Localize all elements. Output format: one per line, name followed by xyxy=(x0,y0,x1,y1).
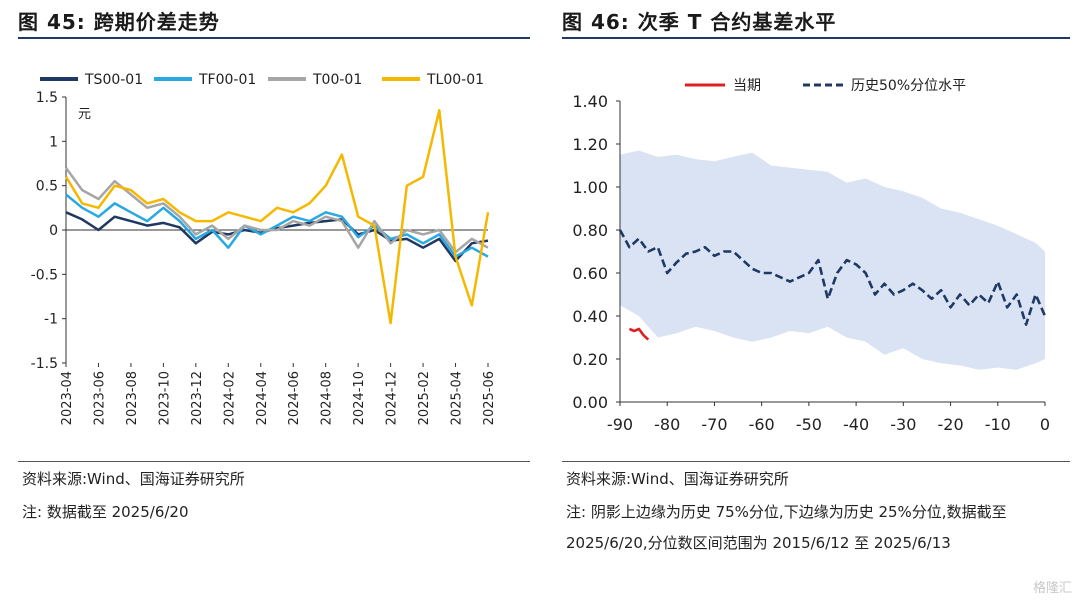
right-title-rule xyxy=(562,37,1070,39)
y-tick-label: -1 xyxy=(44,312,58,328)
right-source: 资料来源:Wind、国海证券研究所 xyxy=(566,470,789,488)
x-tick-label: -50 xyxy=(796,415,822,434)
x-tick-label: 2023-10 xyxy=(157,371,172,425)
y-tick-label: -1.5 xyxy=(31,356,58,372)
legend-label-历史50%分位水平: 历史50%分位水平 xyxy=(851,78,966,94)
x-tick-label: -10 xyxy=(985,415,1011,434)
left-source: 资料来源:Wind、国海证券研究所 xyxy=(22,470,245,488)
series-line-TS00-01 xyxy=(65,211,489,263)
right-figure-title: 图 46: 次季 T 合约基差水平 xyxy=(562,10,837,34)
right-note: 注: 阴影上边缘为历史 75%分位,下边缘为历史 25%分位,数据截至 2025… xyxy=(566,503,1007,552)
series-line-历史50%分位水平 xyxy=(618,229,1047,326)
series-line-T00-01 xyxy=(64,167,489,254)
y-tick-label: 0 xyxy=(49,223,58,239)
legend-label-TS00-01: TS00-01 xyxy=(84,72,143,88)
x-tick-label: 2023-08 xyxy=(125,371,140,425)
x-tick-label: -80 xyxy=(654,415,680,434)
x-tick-label: 2023-12 xyxy=(190,371,205,425)
y-tick-label: 0.00 xyxy=(572,393,608,412)
x-tick-label: 2024-12 xyxy=(385,371,400,425)
y-tick-label: -0.5 xyxy=(31,267,58,283)
y-tick-label: 0.40 xyxy=(572,307,608,326)
series-line-TL00-01 xyxy=(64,109,490,325)
legend-label-TF00-01: TF00-01 xyxy=(198,72,256,88)
x-tick-label: -30 xyxy=(890,415,916,434)
x-tick-label: 0 xyxy=(1040,415,1050,434)
y-tick-label: 1.5 xyxy=(36,90,58,106)
x-tick-label: 2025-02 xyxy=(417,371,432,425)
x-tick-label: -70 xyxy=(701,415,727,434)
y-tick-label: 1 xyxy=(49,134,58,150)
right-chart: 当期 历史50%分位水平 1.40 1.20 1.00 0.80 0.60 0.40 0.20 0… xyxy=(572,78,1050,434)
left-source-rule xyxy=(18,461,530,462)
legend-label-当期: 当期 xyxy=(733,78,761,94)
y-tick-label: 0.80 xyxy=(572,221,608,240)
series-line-TF00-01 xyxy=(65,193,489,258)
y-tick-label: 1.00 xyxy=(572,178,608,197)
left-note: 注: 数据截至 2025/6/20 xyxy=(22,503,189,521)
x-tick-label: 2024-02 xyxy=(222,371,237,425)
x-tick-label: -40 xyxy=(843,415,869,434)
x-tick-label: 2024-08 xyxy=(320,371,335,425)
x-tick-label: 2025-04 xyxy=(450,371,465,425)
y-tick-label: 1.40 xyxy=(572,92,608,111)
series-line-当期 xyxy=(628,327,650,341)
x-tick-label: 2024-06 xyxy=(287,371,302,425)
x-tick-label: 2023-06 xyxy=(92,371,107,425)
right-source-rule xyxy=(562,461,1070,462)
x-tick-label: 2025-06 xyxy=(482,371,497,425)
legend-label-T00-01: T00-01 xyxy=(312,72,362,88)
left-figure-title: 图 45: 跨期价差走势 xyxy=(18,10,220,34)
x-tick-label: 2023-04 xyxy=(60,371,75,425)
legend-label-TL00-01: TL00-01 xyxy=(426,72,484,88)
y-tick-label: 1.20 xyxy=(572,135,608,154)
x-tick-label: 2024-04 xyxy=(255,371,270,425)
left-chart: TS00-01 TF00-01 T00-01 TL00-01 1.5 1 0.5 0 -0.5 -… xyxy=(31,72,497,425)
x-tick-label: 2024-10 xyxy=(352,371,367,425)
y-tick-label: 0.20 xyxy=(572,350,608,369)
x-tick-label: -60 xyxy=(749,415,775,434)
y-unit-label: 元 xyxy=(78,107,91,122)
y-tick-label: 0.60 xyxy=(572,264,608,283)
percentile-band-area xyxy=(620,150,1045,370)
x-tick-label: -90 xyxy=(607,415,633,434)
watermark-logo: 格隆汇 xyxy=(1032,581,1072,596)
left-title-rule xyxy=(18,37,530,39)
x-tick-label: -20 xyxy=(937,415,963,434)
y-tick-label: 0.5 xyxy=(36,179,58,195)
